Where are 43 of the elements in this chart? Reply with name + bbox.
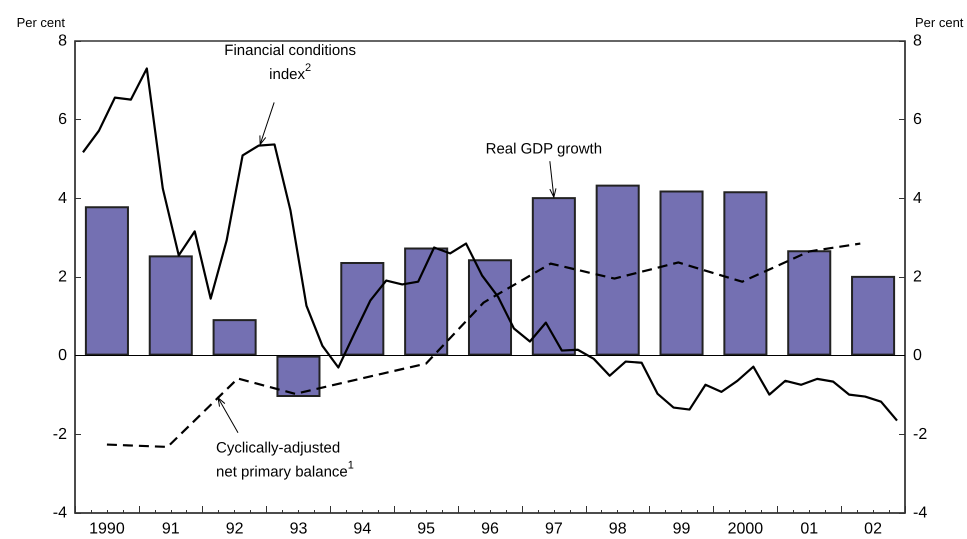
bar (532, 197, 576, 356)
bar (851, 276, 896, 356)
y-tick-label: 2 (58, 268, 68, 286)
bar (340, 262, 384, 356)
x-tick-label: 93 (290, 520, 308, 538)
x-tick-label: 1990 (89, 520, 125, 538)
bar (468, 259, 512, 356)
bar (148, 255, 193, 356)
y2-tick-label: 6 (913, 111, 922, 128)
x-tick-label: 02 (864, 520, 882, 538)
x-tick-label: 92 (226, 520, 244, 538)
y2-tick-label: 2 (913, 268, 922, 286)
y2-tick-label: 8 (913, 32, 922, 50)
x-tick-label: 91 (162, 520, 180, 538)
bar (404, 248, 448, 356)
x-tick-label: 98 (608, 520, 627, 538)
y2-tick-label: 4 (913, 190, 922, 207)
x-tick-label: 01 (800, 520, 818, 538)
y2-axis-title: Per cent (915, 15, 964, 30)
y2-tick-label: 0 (913, 347, 922, 364)
y-tick-label: 8 (58, 32, 68, 50)
y-tick-label: 6 (58, 111, 68, 128)
bar (723, 191, 768, 356)
x-tick-label: 94 (353, 520, 372, 538)
x-tick-label: 99 (672, 520, 691, 538)
x-tick-label: 95 (417, 520, 436, 538)
y-tick-label: -2 (52, 426, 68, 443)
bar (787, 250, 832, 356)
bar (276, 356, 320, 397)
y-tick-label: 0 (58, 347, 68, 364)
x-tick-label: 97 (544, 520, 563, 538)
y2-tick-label: -4 (913, 504, 928, 522)
y-axis-title: Per cent (16, 15, 66, 30)
x-tick-label: 96 (481, 520, 499, 538)
bar (660, 190, 704, 356)
bar (84, 206, 129, 356)
y-tick-label: -4 (52, 504, 68, 522)
bar (212, 319, 257, 356)
y2-tick-label: -2 (913, 426, 928, 443)
annotation: Real GDP growth (486, 140, 602, 158)
bar (596, 184, 640, 356)
x-tick-label: 2000 (728, 520, 764, 538)
y-tick-label: 4 (58, 190, 68, 207)
